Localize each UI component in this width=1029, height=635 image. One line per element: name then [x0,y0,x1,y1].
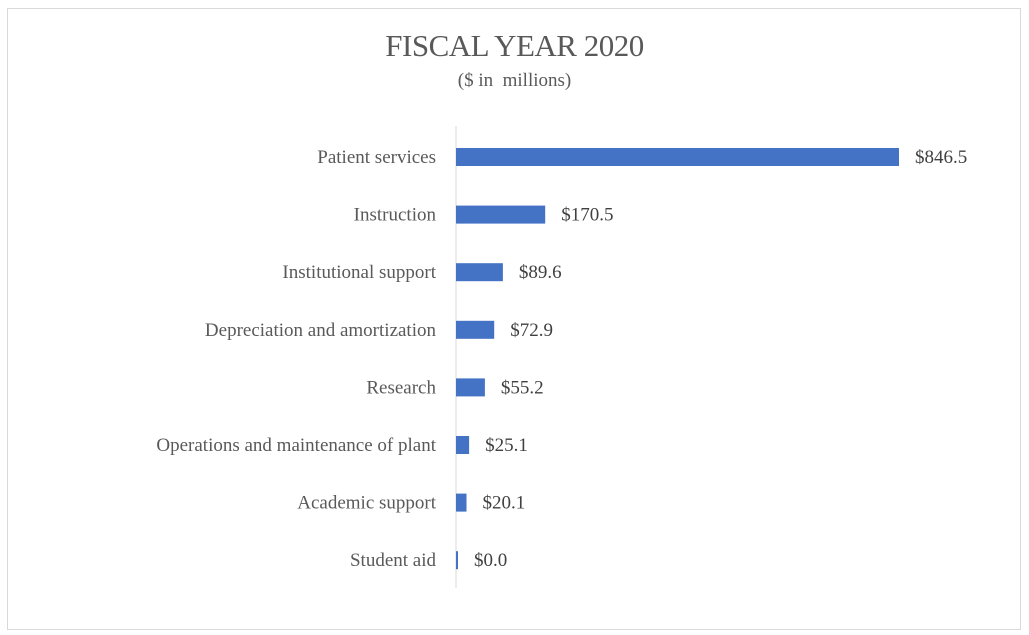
bar-instruction [456,205,546,224]
category-label-academic-support: Academic support [297,493,436,514]
category-label-patient-services: Patient services [317,147,436,168]
value-label-research: $55.2 [501,377,544,398]
chart-subtitle: ($ in millions) [457,70,572,91]
value-label-instruction: $170.5 [561,205,613,226]
value-label-depreciation-and-amortization: $72.9 [510,320,553,341]
bars-group [456,148,899,570]
bar-patient-services [456,148,899,166]
category-label-institutional-support: Institutional support [282,262,436,283]
category-label-student-aid: Student aid [350,550,437,571]
category-label-operations-and-maintenance-of-plant: Operations and maintenance of plant [156,435,436,456]
chart-title: FISCAL YEAR 2020 [385,28,644,63]
category-labels-group: Patient services Instruction Institutional… [156,147,436,571]
category-label-research: Research [366,377,436,398]
value-label-student-aid: $0.0 [474,550,507,571]
bar-research [456,378,485,397]
bar-depreciation-and-amortization [456,320,495,339]
chart-frame [7,8,1021,630]
value-labels-group: $846.5 $170.5 $89.6 $72.9 $55.2 $25.1 $20.1 $0.… [474,147,967,571]
value-label-operations-and-maintenance-of-plant: $25.1 [485,435,528,456]
bar-institutional-support [456,263,503,282]
bar-operations-and-maintenance-of-plant [456,436,470,454]
category-label-instruction: Instruction [354,205,437,226]
bar-academic-support [456,493,467,512]
value-label-academic-support: $20.1 [483,493,526,514]
value-label-institutional-support: $89.6 [519,262,562,283]
value-label-patient-services: $846.5 [915,147,967,168]
bar-student-aid [456,551,458,570]
category-label-depreciation-and-amortization: Depreciation and amortization [205,320,437,341]
